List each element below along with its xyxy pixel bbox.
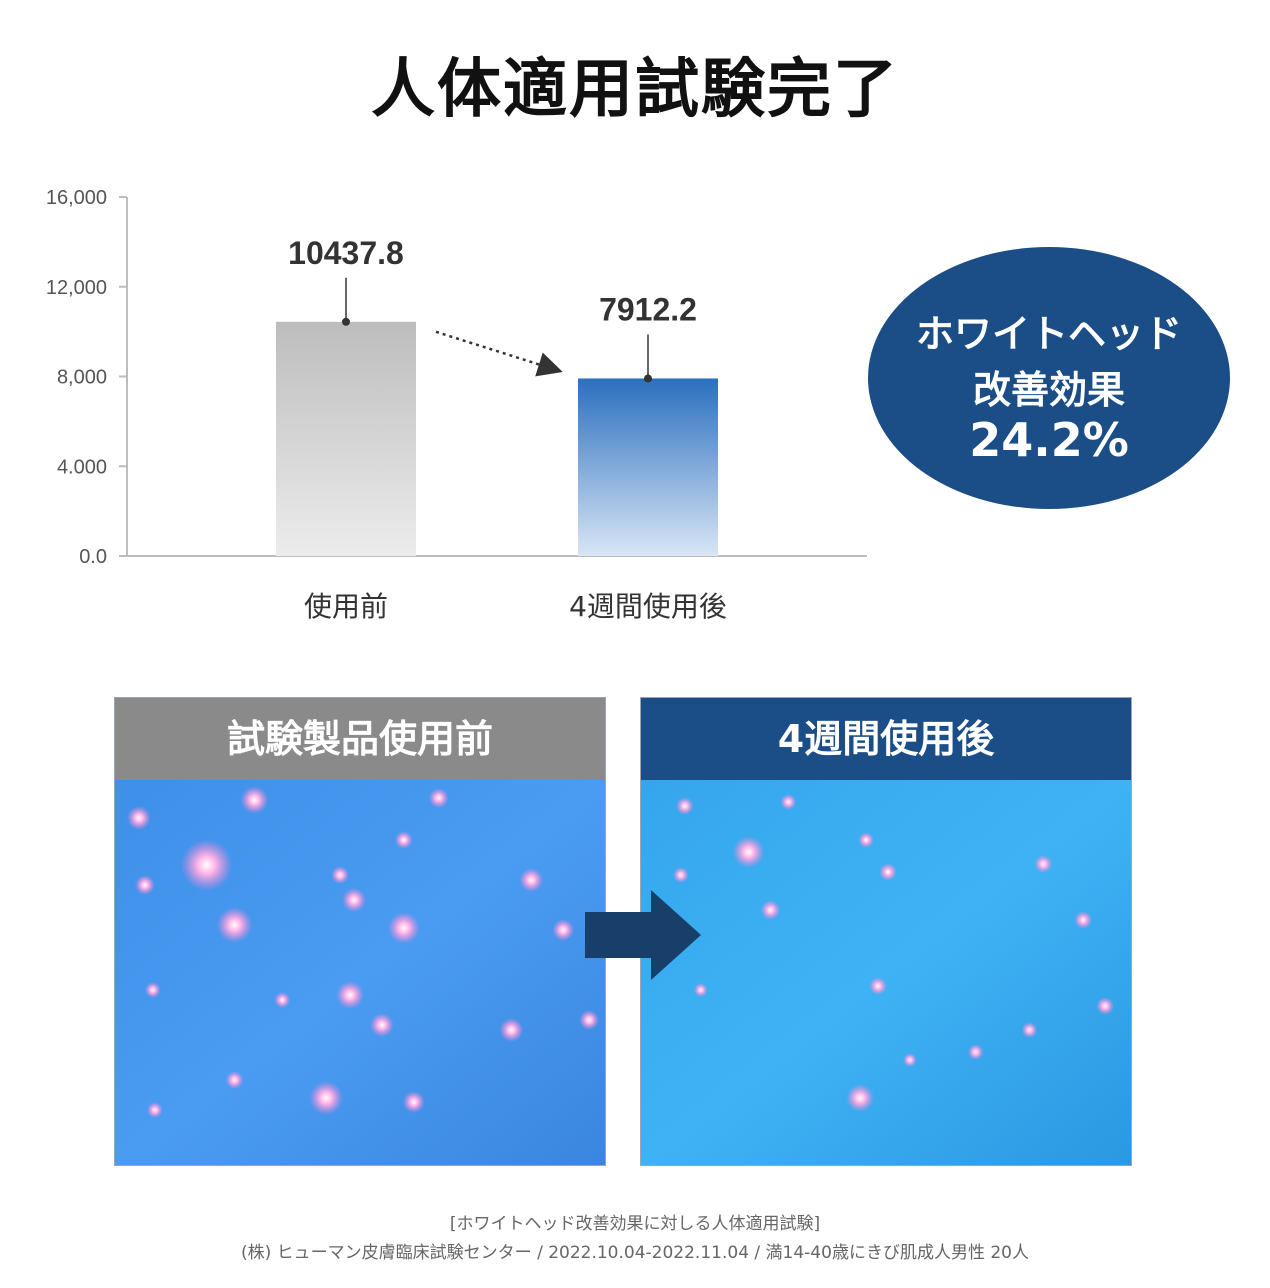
bar	[276, 321, 416, 556]
page-title: 人体適用試験完了	[371, 53, 899, 127]
whitehead-spot	[732, 836, 765, 868]
data-label: 7912.2	[599, 291, 697, 327]
whitehead-spot	[579, 1010, 600, 1030]
whitehead-spot	[274, 992, 291, 1008]
y-tick-label: 16,000	[46, 187, 107, 209]
whitehead-spot	[126, 806, 151, 830]
whitehead-spot	[309, 1081, 344, 1115]
right-arrow-icon	[585, 890, 701, 980]
whitehead-spot	[967, 1044, 984, 1060]
whitehead-spot	[552, 919, 575, 941]
whitehead-spot	[216, 907, 253, 943]
after-skin-image	[641, 780, 1131, 1165]
whitehead-spot	[869, 977, 887, 995]
improvement-badge: ホワイトヘッド 改善効果 24.2%	[868, 247, 1230, 509]
whitehead-spot	[402, 1091, 425, 1113]
whitehead-spot	[902, 1053, 917, 1067]
whitehead-spot	[134, 875, 155, 895]
data-label: 10437.8	[288, 235, 404, 271]
before-skin-image	[115, 780, 605, 1165]
whitehead-spot	[879, 863, 897, 881]
badge-value: 24.2%	[969, 413, 1129, 467]
whitehead-spot	[760, 900, 781, 920]
bar	[578, 378, 718, 556]
whitehead-spot	[336, 981, 364, 1009]
badge-line1: ホワイトヘッド	[915, 312, 1182, 356]
whitehead-spot	[331, 866, 350, 884]
whitehead-spot	[1034, 855, 1053, 873]
x-tick-label: 4週間使用後	[569, 590, 727, 623]
whitehead-spot	[225, 1071, 244, 1089]
whitehead-spot	[693, 983, 708, 997]
whitehead-spot	[499, 1018, 524, 1042]
y-tick-label: 4.000	[57, 456, 107, 478]
whitehead-spot	[1074, 911, 1093, 929]
before-panel: 試験製品使用前	[114, 697, 606, 1166]
whitehead-spot	[428, 788, 449, 808]
whitehead-spot	[858, 832, 875, 848]
x-tick-label: 使用前	[304, 590, 388, 623]
footer-study-details: (株) ヒューマン皮膚臨床試験センター / 2022.10.04-2022.11…	[241, 1243, 1029, 1263]
after-panel-header: 4週間使用後	[641, 698, 1131, 780]
whitehead-spot	[342, 888, 366, 912]
y-tick-label: 12,000	[46, 277, 107, 299]
whitehead-spot	[846, 1084, 875, 1112]
whitehead-spot	[180, 839, 233, 891]
whitehead-spot	[519, 868, 544, 892]
bar-top-marker	[644, 374, 652, 383]
whitehead-spot	[369, 1013, 394, 1037]
whitehead-spot	[394, 831, 413, 849]
whitehead-spot	[146, 1102, 163, 1118]
y-tick-label: 8,000	[57, 367, 107, 389]
whitehead-spot	[675, 797, 694, 815]
bar-chart: 0.0 4.000 8,000 12,000 16,000 10437.8 使用前 7912…	[46, 187, 867, 623]
whitehead-spot	[387, 912, 420, 944]
whitehead-spot	[672, 867, 689, 883]
whitehead-spot	[240, 786, 269, 814]
y-tick-label: 0.0	[79, 546, 107, 568]
after-panel: 4週間使用後	[640, 697, 1132, 1166]
badge-line2: 改善効果	[972, 368, 1125, 412]
whitehead-spot	[1021, 1022, 1038, 1038]
bar-top-marker	[342, 317, 350, 326]
whitehead-spot	[144, 982, 161, 998]
whitehead-spot	[780, 794, 797, 810]
before-panel-header: 試験製品使用前	[115, 698, 605, 780]
footer-study-title: [ホワイトヘッド改善効果に対しる人体適用試験]	[449, 1214, 821, 1234]
trend-arrow	[435, 330, 563, 377]
whitehead-spot	[1096, 997, 1115, 1015]
